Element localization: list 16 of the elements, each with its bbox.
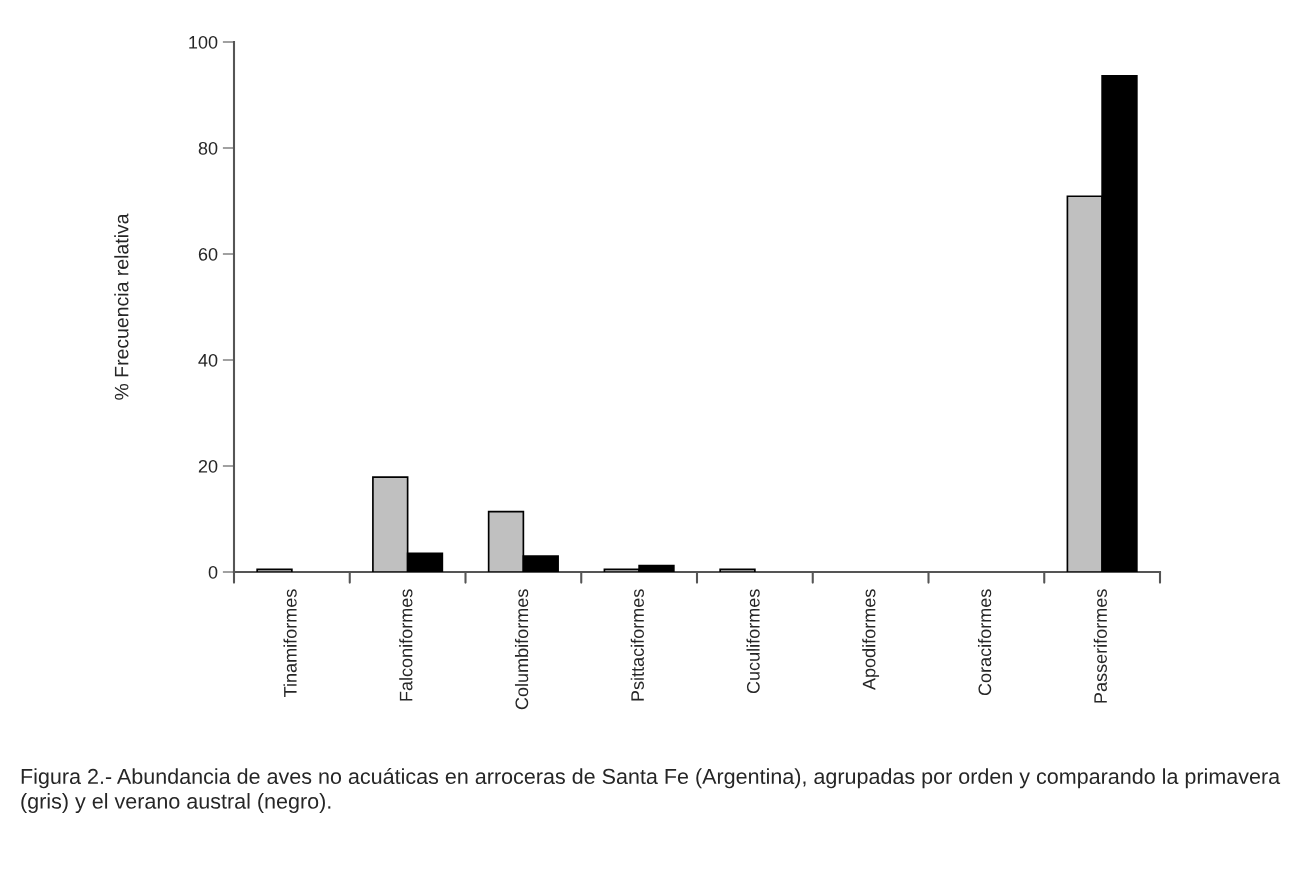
y-tick-label: 0 [208,565,218,579]
y-tick-label: 40 [198,353,218,367]
y-tick-label: 20 [198,459,218,473]
y-tick-label: 60 [198,247,218,261]
x-tick-label: Cuculiformes [746,589,760,694]
x-tick-label: Columbiformes [514,589,529,710]
text: Figura 2.- Abundancia de aves no acuáticas en arroceras de Santa Fe (Argentina), agrupadas por orden y comparando la primavera (gris) y el verano austral (negro). [21,768,1281,814]
y-axis-title: % Frecuencia relativa [114,213,129,400]
x-tick-label: Apodiformes [862,589,880,690]
x-tick-label: Passeriformes [1093,589,1107,703]
x-tick-label: Coraciformes [977,589,992,696]
y-tick-label: 80 [198,141,218,155]
x-tick-label: Tinamiformes [283,589,297,697]
y-tick-label: 100 [189,35,218,49]
x-tick-label: Falconiformes [399,589,413,701]
x-tick-label: Psittaciformes [630,589,644,701]
